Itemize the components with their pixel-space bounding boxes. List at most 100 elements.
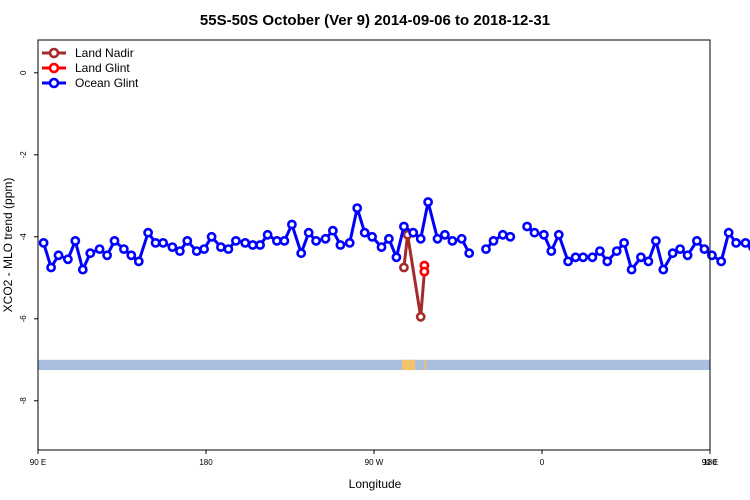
data-point: [692, 235, 702, 246]
data-point: [240, 237, 251, 248]
data-point: [723, 227, 734, 238]
y-axis: 0 -2 -4 -6 -8: [19, 70, 38, 404]
y-tick-label: -2: [19, 151, 28, 159]
data-point: [553, 229, 564, 240]
legend-marker: [48, 62, 60, 74]
y-tick-label: -8: [19, 397, 28, 405]
y-tick-label: -4: [19, 233, 28, 241]
data-point: [286, 219, 297, 230]
data-point: [167, 242, 178, 252]
data-point: [109, 235, 120, 246]
data-point: [335, 240, 346, 250]
data-point: [439, 229, 450, 240]
data-point: [85, 248, 96, 259]
data-point: [716, 256, 727, 267]
data-point: [63, 254, 73, 265]
x-tick-label: 180: [703, 458, 717, 467]
legend-label: Land Glint: [75, 61, 130, 75]
data-point: [398, 221, 409, 232]
series-land-glint: [419, 260, 430, 277]
data-point: [303, 227, 314, 238]
data-point: [376, 242, 387, 252]
data-point: [206, 231, 217, 242]
data-point: [359, 227, 370, 238]
data-point: [344, 237, 355, 248]
data-point: [626, 264, 637, 275]
series-line-land-nadir-0: [402, 233, 426, 319]
x-tick-label: 0: [540, 458, 545, 467]
data-point: [119, 244, 129, 254]
data-point: [497, 229, 508, 240]
data-point: [423, 197, 433, 207]
data-point: [643, 256, 654, 267]
data-point: [158, 237, 168, 248]
data-point: [408, 227, 419, 238]
data-point: [174, 246, 185, 256]
x-tick-label: 90 W: [365, 458, 384, 467]
x-tick-label: 90 E: [30, 458, 46, 467]
data-point: [255, 240, 265, 250]
data-point: [619, 237, 629, 248]
data-point: [546, 246, 557, 256]
x-tick-label: 180: [199, 458, 213, 467]
y-tick-label: 0: [19, 70, 28, 75]
data-point: [570, 252, 581, 263]
data-point: [636, 252, 646, 263]
data-point: [539, 229, 549, 240]
data-point: [488, 235, 499, 246]
plot-frame: [37, 39, 711, 451]
data-point: [143, 227, 153, 238]
data-point: [563, 256, 573, 267]
data-point: [651, 235, 661, 246]
data-point: [415, 311, 426, 322]
data-point: [522, 221, 532, 232]
data-point: [578, 252, 588, 263]
data-point: [215, 242, 226, 252]
data-point: [682, 250, 693, 261]
data-point: [699, 244, 710, 254]
chart-title: 55S-50S October (Ver 9) 2014-09-06 to 20…: [200, 12, 550, 29]
data-point: [731, 237, 741, 248]
data-point: [740, 238, 750, 248]
data-point: [94, 244, 105, 254]
data-point: [150, 237, 161, 248]
data-point: [611, 246, 622, 256]
legend-item-land-nadir: Land Nadir: [42, 46, 134, 60]
data-point: [419, 266, 430, 277]
data-point: [327, 225, 338, 236]
data-point: [529, 227, 540, 238]
data-point: [102, 250, 112, 261]
data-point: [383, 233, 394, 244]
legend-marker: [48, 77, 60, 89]
data-point: [352, 203, 363, 213]
plot-area: [38, 197, 750, 371]
data-point: [415, 233, 426, 244]
data-point: [191, 246, 202, 256]
data-point: [602, 256, 613, 267]
x-tick-label: 90 E: [702, 458, 718, 467]
data-point: [311, 235, 321, 246]
ocean-strip: [38, 359, 710, 371]
data-point: [70, 235, 81, 246]
legend-label: Land Nadir: [75, 46, 134, 60]
data-point: [595, 246, 605, 256]
data-point: [53, 250, 64, 261]
data-point: [46, 262, 56, 273]
legend-item-ocean-glint: Ocean Glint: [42, 76, 139, 90]
data-point: [77, 264, 88, 275]
data-point: [391, 252, 402, 263]
data-point: [398, 262, 409, 273]
data-point: [667, 248, 678, 259]
land-strip-1: [424, 359, 427, 371]
data-point: [675, 244, 685, 254]
data-point: [126, 250, 137, 261]
data-point: [447, 235, 458, 246]
data-point: [262, 229, 273, 240]
land-strip-0: [402, 359, 416, 371]
data-point: [38, 237, 49, 248]
data-point: [464, 248, 475, 259]
data-point: [456, 233, 467, 244]
data-point: [707, 250, 717, 261]
